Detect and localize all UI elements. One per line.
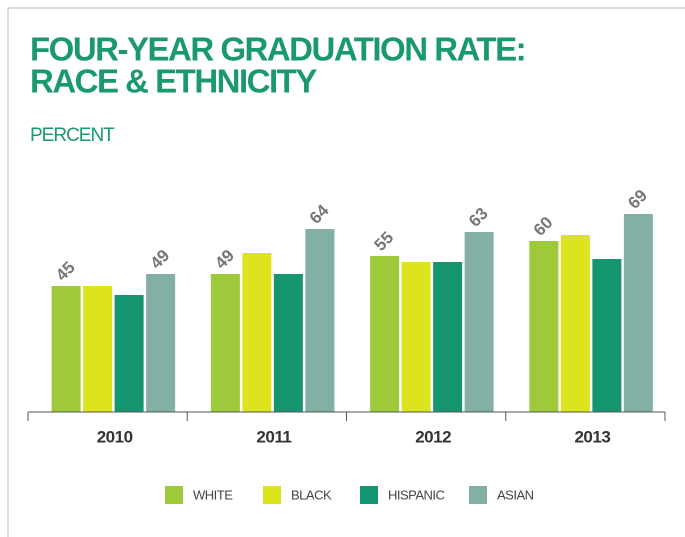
value-label: 69 bbox=[624, 186, 651, 213]
bar bbox=[592, 259, 622, 412]
legend-label: BLACK bbox=[291, 487, 332, 502]
bar bbox=[433, 262, 463, 412]
value-label: 64 bbox=[306, 200, 333, 227]
bar bbox=[529, 241, 559, 412]
value-label: 60 bbox=[530, 213, 557, 240]
bar bbox=[560, 235, 590, 412]
x-tick-label: 2011 bbox=[256, 427, 291, 446]
x-tick-label: 2010 bbox=[97, 427, 133, 446]
legend-label: WHITE bbox=[193, 487, 233, 502]
bar bbox=[83, 286, 113, 412]
bar bbox=[370, 256, 400, 412]
legend-label: HISPANIC bbox=[388, 487, 445, 502]
bar bbox=[51, 286, 81, 412]
bar bbox=[401, 262, 431, 412]
legend-swatch bbox=[165, 486, 183, 504]
bar bbox=[464, 232, 494, 412]
value-label: 45 bbox=[52, 258, 79, 285]
value-label: 49 bbox=[146, 246, 173, 273]
value-label: 49 bbox=[211, 246, 238, 273]
legend-swatch bbox=[263, 486, 281, 504]
bar bbox=[210, 274, 240, 412]
value-label: 63 bbox=[465, 204, 492, 231]
bar bbox=[114, 295, 144, 412]
legend-label: ASIAN bbox=[497, 487, 534, 502]
y-axis-label: PERCENT bbox=[30, 125, 115, 146]
value-label: 55 bbox=[370, 228, 397, 255]
x-tick-label: 2012 bbox=[415, 427, 451, 446]
bar bbox=[273, 274, 303, 412]
legend-swatch bbox=[360, 486, 378, 504]
bar bbox=[305, 229, 335, 412]
x-tick-label: 2013 bbox=[574, 427, 610, 446]
chart-title: RACE & ETHNICITY bbox=[30, 63, 317, 100]
bar bbox=[146, 274, 176, 412]
legend-swatch bbox=[469, 486, 487, 504]
bar bbox=[242, 253, 272, 412]
chart-title: FOUR-YEAR GRADUATION RATE: bbox=[30, 31, 525, 68]
bar bbox=[623, 214, 653, 412]
